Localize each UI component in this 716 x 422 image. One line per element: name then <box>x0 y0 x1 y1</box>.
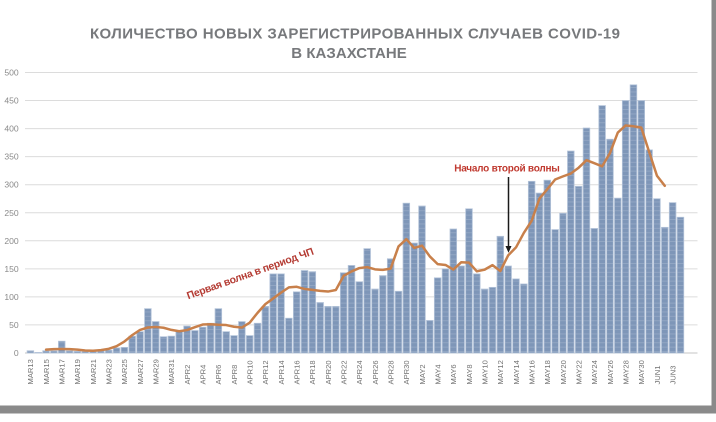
svg-text:150: 150 <box>4 264 19 274</box>
svg-text:APR24: APR24 <box>355 360 364 384</box>
svg-text:MAR29: MAR29 <box>152 359 161 384</box>
svg-text:MAR17: MAR17 <box>58 359 67 384</box>
svg-text:MAY14: MAY14 <box>512 360 521 384</box>
svg-text:APR30: APR30 <box>402 360 411 384</box>
svg-text:MAR19: MAR19 <box>73 359 82 384</box>
svg-text:APR2: APR2 <box>183 365 192 385</box>
svg-text:В КАЗАХСТАНЕ: В КАЗАХСТАНЕ <box>291 45 407 62</box>
svg-text:APR6: APR6 <box>214 365 223 385</box>
svg-text:MAR15: MAR15 <box>42 359 51 384</box>
svg-text:MAY30: MAY30 <box>637 360 646 384</box>
svg-text:APR12: APR12 <box>261 360 270 384</box>
svg-text:400: 400 <box>4 124 19 134</box>
svg-text:MAY18: MAY18 <box>543 360 552 384</box>
svg-text:APR28: APR28 <box>386 360 395 384</box>
svg-text:350: 350 <box>4 152 19 162</box>
svg-text:450: 450 <box>4 96 19 106</box>
svg-text:MAY28: MAY28 <box>621 360 630 384</box>
svg-text:APR26: APR26 <box>371 360 380 384</box>
svg-text:MAR23: MAR23 <box>105 359 114 384</box>
svg-text:Начало второй волны: Начало второй волны <box>454 164 560 175</box>
svg-text:APR8: APR8 <box>230 365 239 385</box>
svg-text:MAY20: MAY20 <box>559 360 568 384</box>
svg-text:APR16: APR16 <box>292 360 301 384</box>
svg-text:MAY12: MAY12 <box>496 360 505 384</box>
svg-text:MAR13: MAR13 <box>26 359 35 384</box>
svg-text:0: 0 <box>14 348 19 358</box>
svg-text:MAY8: MAY8 <box>465 364 474 384</box>
svg-text:APR22: APR22 <box>339 360 348 384</box>
svg-text:КОЛИЧЕСТВО НОВЫХ ЗАРЕГИСТРИРОВ: КОЛИЧЕСТВО НОВЫХ ЗАРЕГИСТРИРОВАННЫХ СЛУЧ… <box>90 25 620 42</box>
svg-text:MAY26: MAY26 <box>606 360 615 384</box>
svg-text:MAY2: MAY2 <box>418 364 427 384</box>
svg-text:MAY24: MAY24 <box>590 360 599 384</box>
svg-text:MAR31: MAR31 <box>167 359 176 384</box>
svg-text:JUN3: JUN3 <box>668 366 677 385</box>
svg-text:APR14: APR14 <box>277 360 286 384</box>
svg-text:MAY10: MAY10 <box>480 360 489 384</box>
svg-text:MAY16: MAY16 <box>527 360 536 384</box>
svg-text:MAY4: MAY4 <box>433 364 442 384</box>
svg-text:MAR21: MAR21 <box>89 359 98 384</box>
svg-text:MAR27: MAR27 <box>136 359 145 384</box>
svg-text:300: 300 <box>4 180 19 190</box>
svg-text:250: 250 <box>4 208 19 218</box>
svg-text:MAY22: MAY22 <box>574 360 583 384</box>
svg-text:APR20: APR20 <box>324 360 333 384</box>
svg-text:MAR25: MAR25 <box>120 359 129 384</box>
svg-text:100: 100 <box>4 292 19 302</box>
svg-text:200: 200 <box>4 236 19 246</box>
svg-text:MAY6: MAY6 <box>449 364 458 384</box>
svg-text:JUN1: JUN1 <box>653 366 662 385</box>
svg-text:APR4: APR4 <box>199 365 208 385</box>
svg-text:50: 50 <box>9 320 19 330</box>
svg-text:APR10: APR10 <box>246 360 255 384</box>
svg-text:APR18: APR18 <box>308 360 317 384</box>
svg-text:500: 500 <box>4 68 19 78</box>
